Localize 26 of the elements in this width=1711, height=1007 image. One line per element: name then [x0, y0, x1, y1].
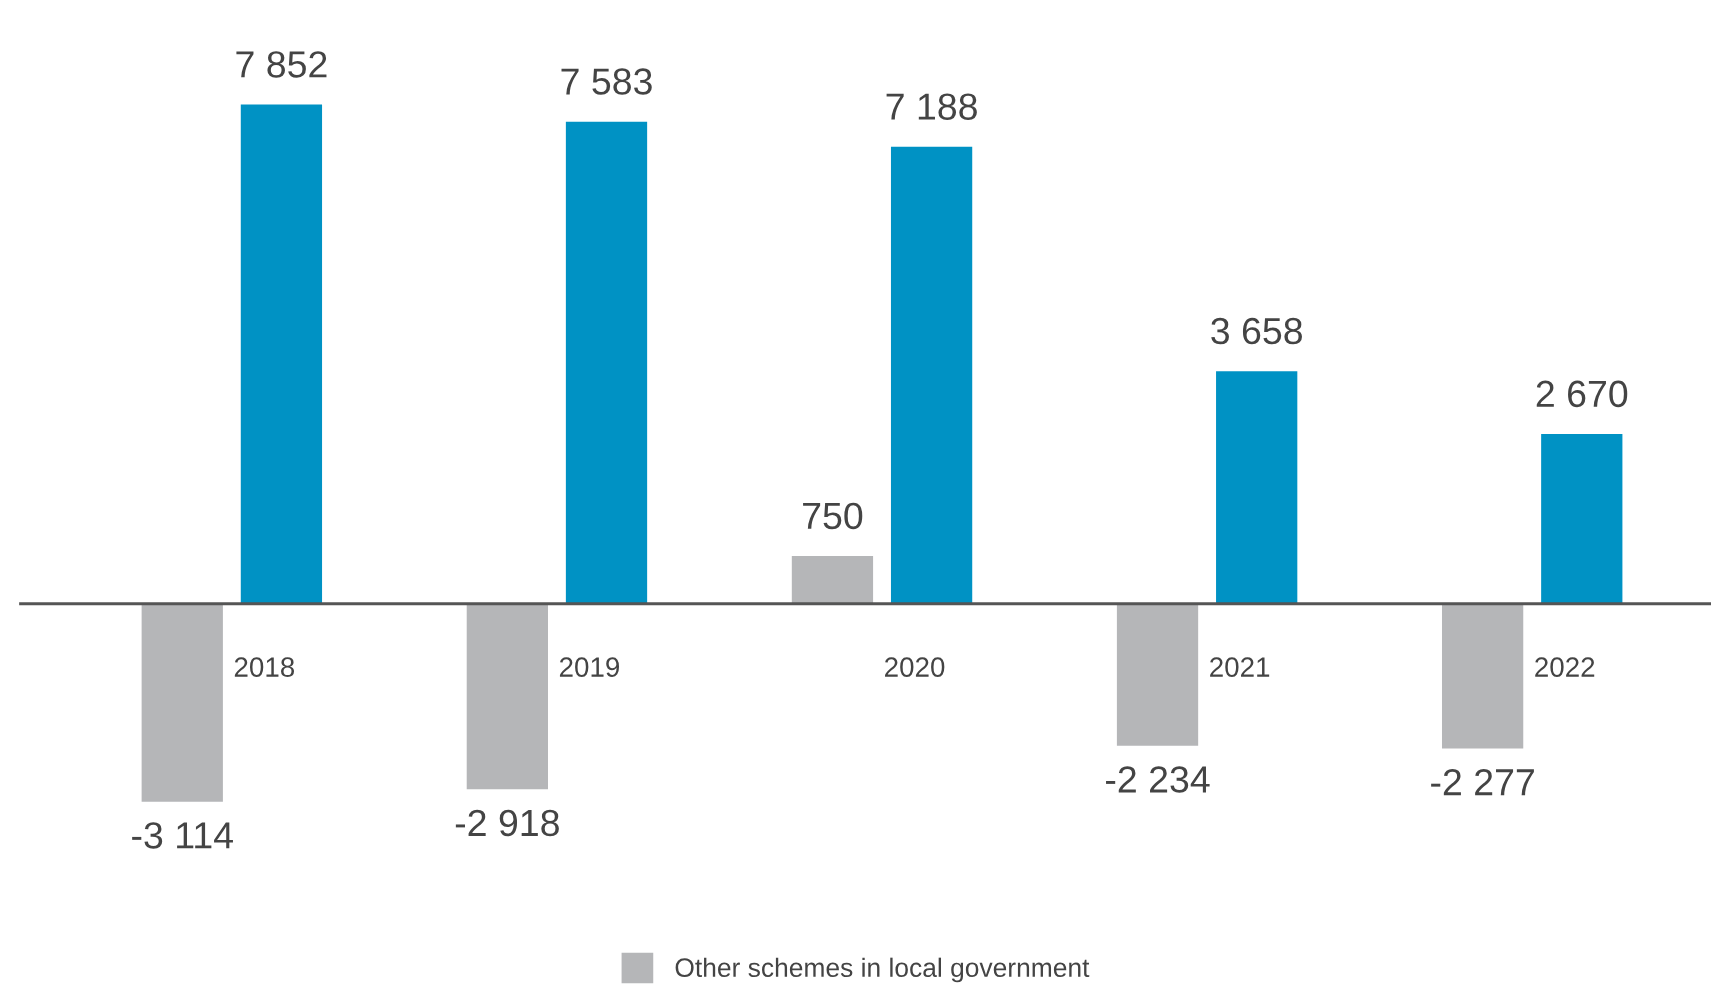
data-label: -2 918 [455, 809, 559, 837]
bar [1216, 371, 1298, 604]
bar [890, 146, 973, 604]
bar [1441, 603, 1524, 749]
data-label: -2 234 [1106, 766, 1210, 793]
x-tick-label: 2022 [1535, 657, 1595, 677]
data-label: -2 277 [1431, 768, 1534, 796]
x-tick-label: 2018 [234, 657, 295, 677]
data-label: 7 188 [886, 93, 977, 120]
data-label: 7 583 [561, 68, 652, 95]
bar [141, 603, 223, 802]
bar [1116, 603, 1199, 746]
data-label: -3 114 [132, 822, 233, 849]
x-tick-label: 2019 [559, 657, 620, 677]
x-tick-label: 2020 [885, 657, 945, 677]
legend-label: Other schemes in local government [675, 957, 1090, 983]
data-label: 2 670 [1536, 380, 1628, 408]
bar [1541, 434, 1623, 604]
data-label: 3 658 [1211, 317, 1302, 345]
bar [240, 104, 323, 604]
x-tick-label: 2021 [1210, 657, 1270, 677]
bar [791, 556, 874, 604]
data-label: 7 852 [236, 51, 327, 78]
bar [466, 603, 548, 790]
bar [565, 121, 648, 604]
data-label: 750 [803, 502, 863, 530]
